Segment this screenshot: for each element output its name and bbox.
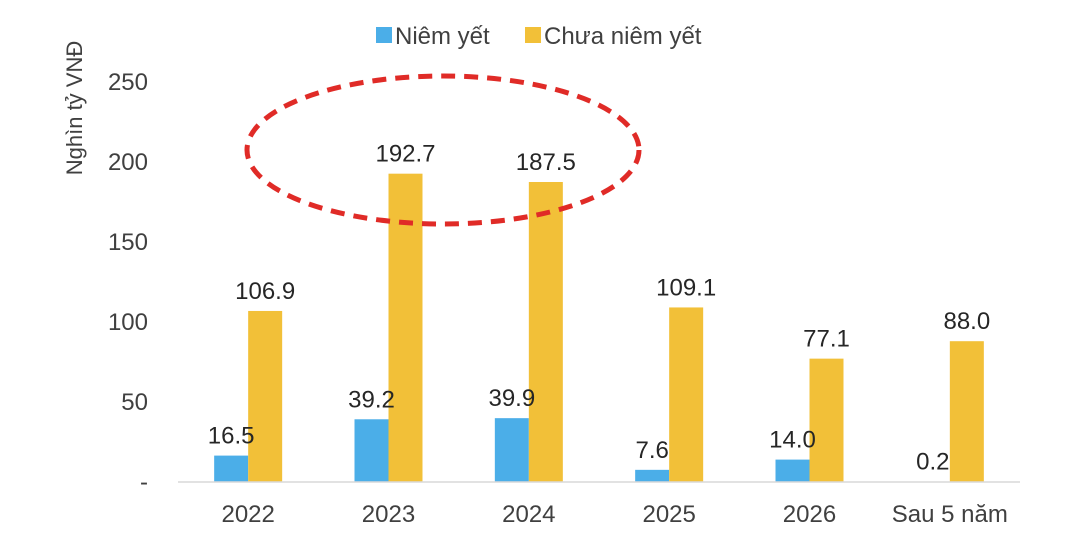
y-tick-label: 200	[108, 149, 148, 176]
y-tick-label: 50	[121, 389, 148, 416]
data-label: 16.5	[208, 423, 255, 450]
x-axis-ticks: 2022 2023 2024 2025 2026 Sau 5 năm	[221, 501, 1007, 528]
bar-chua-niem-yet	[669, 307, 704, 482]
data-label: 187.5	[516, 149, 576, 176]
y-tick-label: -	[140, 469, 148, 496]
data-labels: 16.5 106.9 39.2 192.7 39.9 187.5 7.6 109.1 14.0 7…	[208, 141, 990, 476]
bar-niem-yet	[214, 455, 249, 482]
bars	[214, 173, 984, 482]
x-tick-label: Sau 5 năm	[892, 501, 1008, 528]
bar-chua-niem-yet	[248, 310, 283, 482]
data-label: 77.1	[803, 326, 850, 353]
x-tick-label: 2025	[642, 501, 695, 528]
y-axis-title: Nghìn tỷ VNĐ	[62, 41, 87, 176]
y-tick-label: 250	[108, 69, 148, 96]
bar-niem-yet	[635, 469, 670, 482]
legend-label-niem-yet: Niêm yết	[395, 23, 490, 50]
legend-label-chua-niem-yet: Chưa niêm yết	[544, 23, 702, 50]
data-label: 39.2	[348, 386, 395, 413]
data-label: 88.0	[943, 308, 990, 335]
legend: Niêm yết Chưa niêm yết	[376, 23, 702, 50]
x-tick-label: 2026	[783, 501, 836, 528]
bar-niem-yet	[494, 418, 529, 482]
data-label: 109.1	[656, 274, 716, 301]
x-tick-label: 2023	[362, 501, 415, 528]
bar-chua-niem-yet	[388, 173, 423, 482]
legend-swatch-niem-yet	[376, 27, 392, 43]
bar-niem-yet	[775, 459, 810, 482]
data-label: 7.6	[635, 437, 668, 464]
data-label: 14.0	[769, 427, 816, 454]
bar-chua-niem-yet	[949, 341, 984, 482]
data-label: 0.2	[916, 449, 949, 476]
y-tick-label: 150	[108, 229, 148, 256]
data-label: 192.7	[375, 141, 435, 168]
x-tick-label: 2022	[221, 501, 274, 528]
x-tick-label: 2024	[502, 501, 555, 528]
bar-chua-niem-yet	[809, 358, 844, 482]
y-axis-ticks: - 50 100 150 200 250	[108, 69, 148, 496]
data-label: 106.9	[235, 278, 295, 305]
data-label: 39.9	[488, 385, 535, 412]
highlight-ellipse	[244, 73, 642, 227]
legend-swatch-chua-niem-yet	[525, 27, 541, 43]
y-tick-label: 100	[108, 309, 148, 336]
bar-chua-niem-yet	[528, 182, 563, 482]
bar-niem-yet	[354, 419, 389, 482]
